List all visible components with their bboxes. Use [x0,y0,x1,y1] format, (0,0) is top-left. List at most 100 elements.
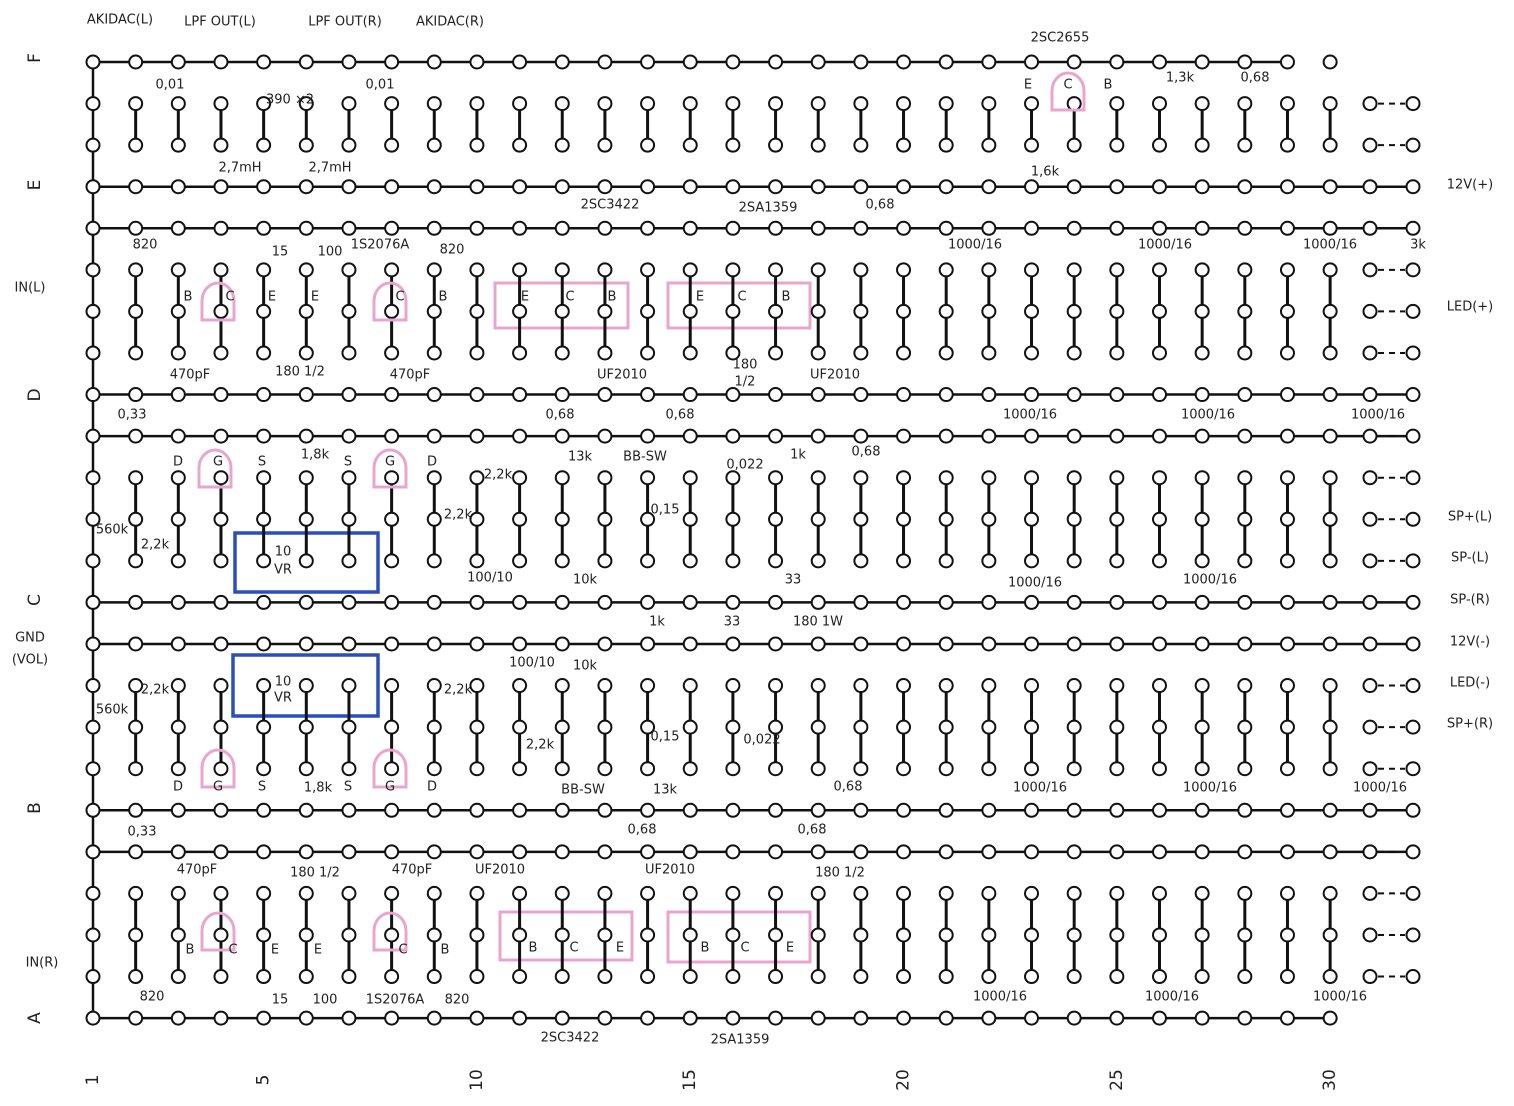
pad [469,511,485,527]
pad [682,969,698,985]
pad [298,220,314,236]
pad [1109,969,1125,985]
pad [896,262,912,278]
pad [1024,678,1040,694]
pad [640,345,656,361]
pad [1405,470,1421,486]
pad [341,96,357,112]
pad [1194,387,1210,403]
component-label: BB-SW [623,450,667,465]
pad [1024,220,1040,236]
pad [1279,719,1295,735]
pad [1024,96,1040,112]
pad [810,969,826,985]
pad [896,969,912,985]
component-label: E [311,290,319,305]
pad [682,179,698,195]
pad [1066,470,1082,486]
pad [1152,969,1167,985]
pad [597,511,613,527]
component-label: C [395,290,404,305]
pad [426,761,442,777]
pad [981,54,997,70]
pad [426,345,442,361]
pad [682,927,698,943]
left-label: (VOL) [12,653,48,668]
pad [768,1010,784,1026]
component-label: 0,022 [743,733,780,748]
pad [597,345,613,361]
pad [1405,761,1421,777]
pad [170,96,186,112]
pad [1237,303,1253,319]
pad [1237,220,1253,236]
pad [896,303,912,319]
pad [1322,844,1338,860]
pad [938,594,954,610]
pad [1362,96,1378,112]
pad [640,761,656,777]
pad [85,303,101,319]
pad [853,96,869,112]
pad [512,594,528,610]
component-label: 15 [272,245,289,260]
pad [938,761,954,777]
pad [640,1010,656,1026]
pad [170,719,186,735]
pad [768,54,784,70]
component-label: B [441,943,450,958]
component-label: 1,6k [1031,165,1060,180]
pad [85,262,101,278]
pad [469,553,485,569]
pad [1066,553,1082,569]
pad [1237,844,1253,860]
component-label: 0,68 [628,823,657,838]
pad [1024,1010,1040,1026]
pad [256,345,272,361]
pad [853,802,869,818]
component-label: 1000/16 [1008,576,1062,591]
component-label: 0,68 [546,408,575,423]
pad [128,511,144,527]
pad [981,179,997,195]
pad [1109,636,1125,652]
pad [554,220,570,236]
pad [128,470,144,486]
pad [1279,802,1295,818]
column-label: 25 [1107,1069,1127,1091]
pad [512,553,528,569]
pad [1109,594,1125,610]
pad [1279,345,1295,361]
pad [384,220,400,236]
pad [597,844,613,860]
pad [1237,345,1253,361]
pad [85,1010,101,1026]
pad [1279,553,1295,569]
pad [128,179,144,195]
component-label: E [268,290,276,305]
pad [1152,54,1167,70]
pad [1237,428,1253,444]
pad [938,179,954,195]
pad [938,927,954,943]
pad [810,553,826,569]
pad [128,387,144,403]
pad [298,761,314,777]
pad [1066,1010,1082,1026]
transistor-body [372,281,408,322]
pad [853,345,869,361]
pad [170,387,186,403]
pad [1362,969,1378,985]
pad [1405,345,1421,361]
pad [384,885,400,901]
pad [85,802,101,818]
component-label: 2,2k [526,738,555,753]
pad [426,844,442,860]
pad [384,54,400,70]
row-label: A [25,1012,45,1024]
pad [853,428,869,444]
right-label: SP-(R) [1450,593,1490,608]
pad [768,594,784,610]
pad [1362,303,1378,319]
pad [298,594,314,610]
